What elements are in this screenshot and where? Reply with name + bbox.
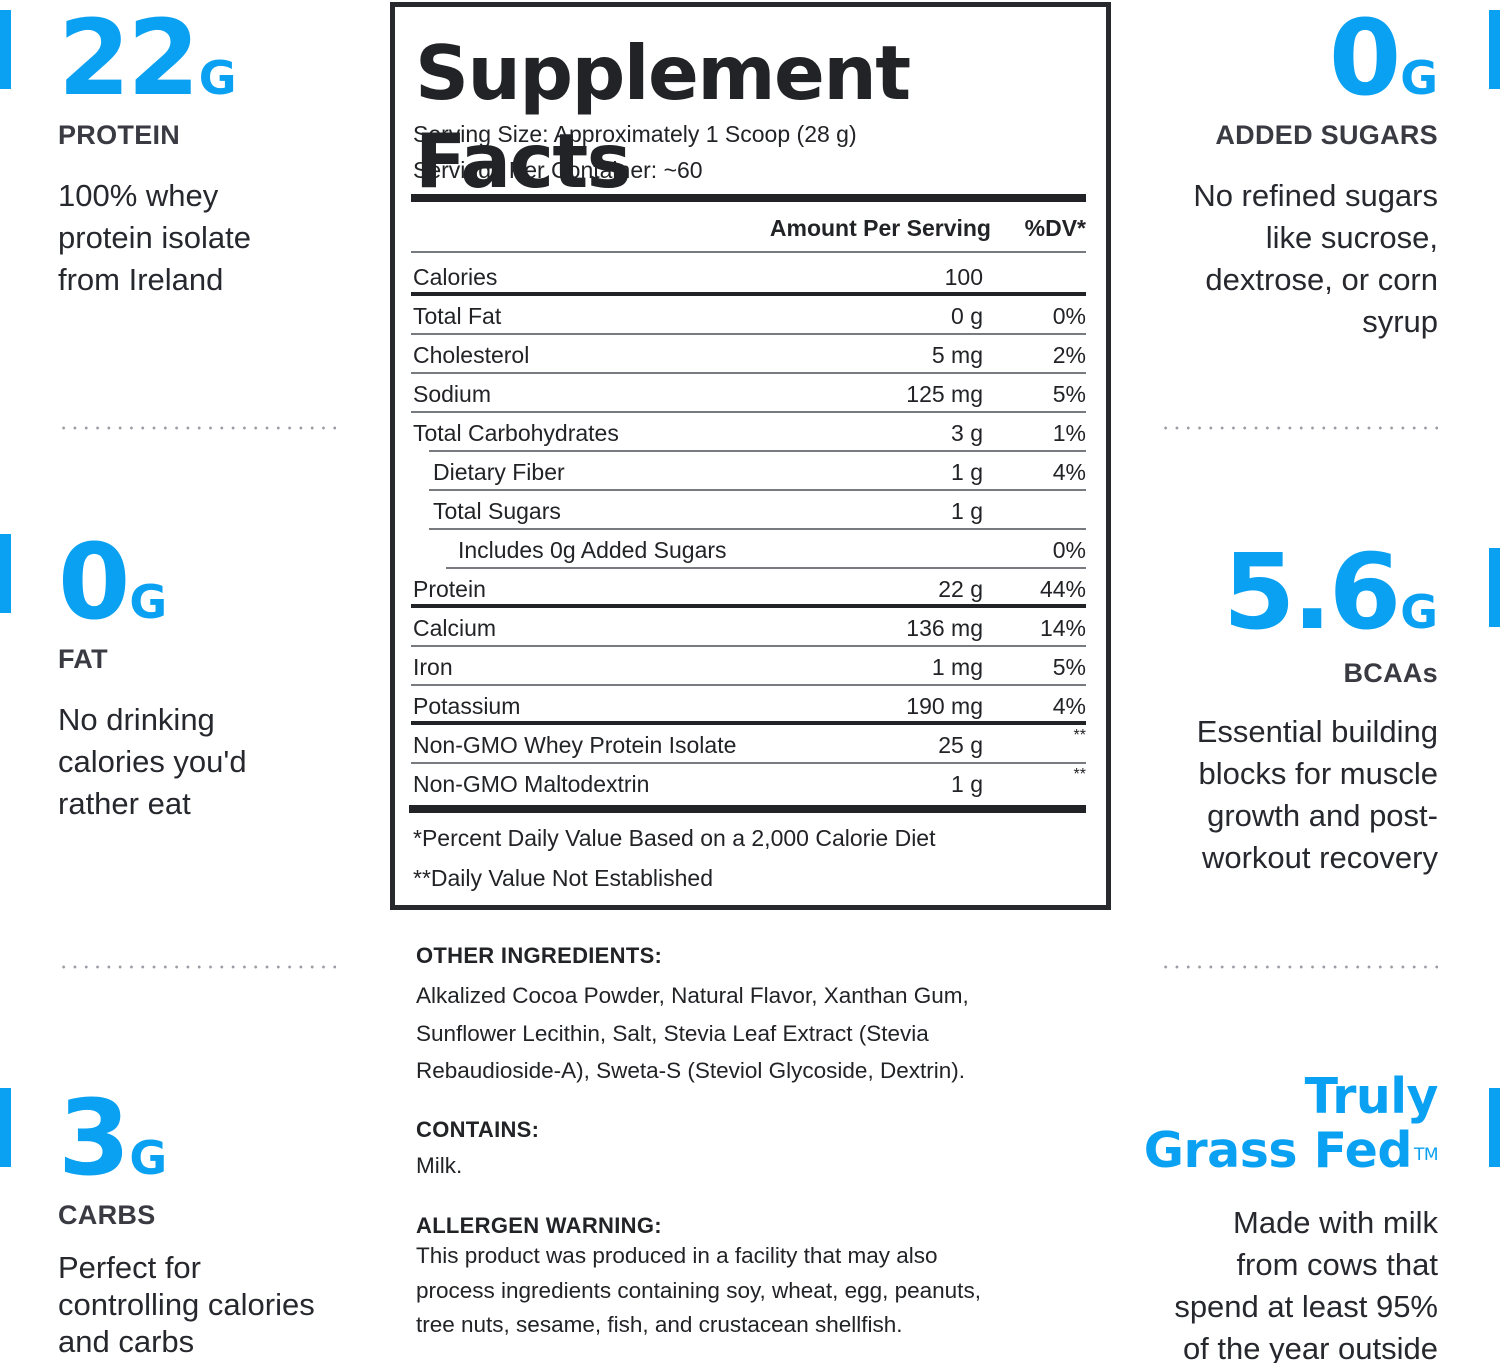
added-sugars-label: ADDED SUGARS [1215,120,1438,150]
divider-dotted [1160,965,1438,969]
feature-bcaas: 5.6G BCAAs Essential building blocks for… [1118,540,1438,879]
accent-bar-fat [0,534,11,613]
accent-bar-added-sugars [1489,10,1500,89]
facts-row: Total Sugars 1 g [411,491,1086,530]
carbs-label: CARBS [58,1200,156,1230]
facts-row: Total Carbohydrates 3 g 1% [411,413,1086,452]
feature-protein: 22G PROTEIN 100% whey protein isolate fr… [58,6,378,301]
facts-row: Calories 100 [411,257,1086,296]
serving-size: Serving Size: Approximately 1 Scoop (28 … [413,121,857,147]
protein-value: 22G [58,0,237,119]
other-ingredients-text: Alkalized Cocoa Powder, Natural Flavor, … [416,983,969,1083]
divider-dotted [58,426,336,430]
bcaas-description: Essential building blocks for muscle gro… [1196,714,1438,875]
facts-row: Non-GMO Whey Protein Isolate 25 g ** [411,725,1086,764]
bcaas-label: BCAAs [1343,658,1438,688]
feature-added-sugars: 0G ADDED SUGARS No refined sugars like s… [1118,6,1438,343]
facts-row: Non-GMO Maltodextrin 1 g ** [413,766,1086,797]
added-sugars-description: No refined sugars like sucrose, dextrose… [1193,178,1438,339]
protein-label: PROTEIN [58,120,181,150]
added-sugars-value: 0G [1328,0,1438,119]
accent-bar-protein [0,10,11,89]
facts-row: Iron 1 mg 5% [411,647,1086,686]
accent-bar-carbs [0,1088,11,1167]
divider-dotted [58,965,336,969]
trademark-symbol: TM [1413,1145,1439,1165]
feature-grass-fed: Truly Grass Fed TM Made with milk from co… [1118,1068,1439,1363]
fat-value: 0G [58,521,168,643]
grass-fed-title: Truly Grass Fed TM [1143,1068,1439,1179]
contains-heading: CONTAINS: [416,1117,540,1142]
facts-row: Potassium 190 mg 4% [411,686,1086,725]
allergen-warning-section: ALLERGEN WARNING: This product was produ… [416,1213,1096,1343]
feature-carbs: 3G CARBS Perfect for controlling calorie… [58,1086,378,1360]
supplement-facts-panel: Supplement Facts Serving Size: Approxima… [390,2,1111,910]
allergen-warning-text: This product was produced in a facility … [416,1243,981,1337]
contains-section: CONTAINS: Milk. [416,1117,1096,1185]
accent-bar-bcaas [1489,548,1500,627]
carbs-description: Perfect for controlling calories and car… [58,1250,315,1359]
thin-rule [411,251,1086,253]
footnote-dv: *Percent Daily Value Based on a 2,000 Ca… [413,825,936,851]
divider-dotted [1160,426,1438,430]
allergen-warning-heading: ALLERGEN WARNING: [416,1213,662,1238]
facts-row: Protein 22 g 44% [411,569,1086,608]
facts-row: Dietary Fiber 1 g 4% [411,452,1086,491]
thick-rule [409,805,1086,813]
thick-rule [411,194,1086,202]
column-header-amount: Amount Per Serving [769,215,991,241]
facts-row: Includes 0g Added Sugars 0% [411,530,1086,569]
facts-row: Calcium 136 mg 14% [411,608,1086,647]
protein-description: 100% whey protein isolate from Ireland [58,178,252,297]
servings-per-container: Servings Per Container: ~60 [413,157,703,183]
bcaas-value: 5.6G [1223,531,1438,653]
accent-bar-grass-fed [1489,1088,1500,1167]
facts-row: Sodium 125 mg 5% [411,374,1086,413]
facts-row: Total Fat 0 g 0% [411,296,1086,335]
feature-fat: 0G FAT No drinking calories you'd rather… [58,530,378,825]
column-header-dv: %DV* [1024,215,1086,241]
carbs-value: 3G [58,1077,168,1199]
footnote-not-established: **Daily Value Not Established [413,865,714,891]
panel-title: Supplement Facts [415,29,911,205]
grass-fed-description: Made with milk from cows that spend at l… [1174,1205,1438,1363]
other-ingredients-section: OTHER INGREDIENTS: Alkalized Cocoa Powde… [416,943,1096,1090]
facts-row: Cholesterol 5 mg 2% [411,335,1086,374]
fat-description: No drinking calories you'd rather eat [58,702,247,821]
other-ingredients-heading: OTHER INGREDIENTS: [416,943,663,968]
fat-label: FAT [58,644,108,674]
contains-text: Milk. [416,1153,463,1178]
